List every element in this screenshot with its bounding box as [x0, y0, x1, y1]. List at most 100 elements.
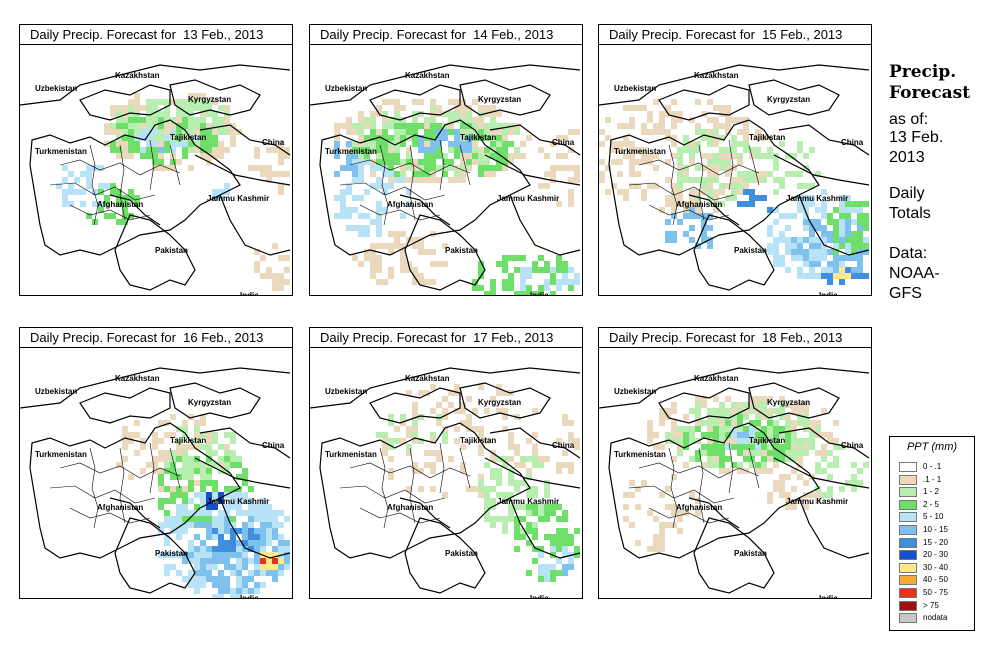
precip-cell: [532, 528, 538, 534]
precip-cell: [791, 432, 797, 438]
precip-cell: [833, 267, 839, 273]
precip-cell: [352, 171, 358, 177]
precip-cell: [188, 123, 194, 129]
precip-cell: [556, 285, 562, 291]
precip-cell: [707, 408, 713, 414]
precip-cell: [815, 249, 821, 255]
precip-cell: [484, 510, 490, 516]
precip-cell: [827, 237, 833, 243]
precip-cell: [767, 414, 773, 420]
precip-cell: [152, 117, 158, 123]
precip-cell: [713, 456, 719, 462]
precip-cell: [194, 129, 200, 135]
precip-cell: [556, 546, 562, 552]
precip-cell: [376, 432, 382, 438]
precip-cell: [809, 444, 815, 450]
precip-cell: [134, 93, 140, 99]
map-label-uzbekistan: Uzbekistan: [325, 84, 367, 93]
precip-cell: [851, 480, 857, 486]
precip-cell: [544, 492, 550, 498]
precip-cell: [460, 171, 466, 177]
precip-cell: [520, 291, 526, 295]
precip-cell: [767, 426, 773, 432]
precip-cell: [707, 213, 713, 219]
precip-cell: [659, 123, 665, 129]
map-label-tajikistan: Tajikistan: [170, 133, 206, 142]
precip-cell: [224, 183, 230, 189]
precip-cell: [508, 492, 514, 498]
precip-cell: [248, 546, 254, 552]
precip-cell: [382, 153, 388, 159]
precip-cell: [472, 135, 478, 141]
precip-cell: [394, 231, 400, 237]
precip-cell: [635, 159, 641, 165]
precip-cell: [182, 462, 188, 468]
precip-cell: [797, 237, 803, 243]
precip-cell: [737, 201, 743, 207]
precip-cell: [701, 183, 707, 189]
precip-cell: [851, 201, 857, 207]
map-label-turkmenistan: Turkmenistan: [325, 450, 377, 459]
precip-cell: [334, 171, 340, 177]
precip-cell: [707, 432, 713, 438]
precip-cell: [152, 468, 158, 474]
precip-cell: [502, 414, 508, 420]
precip-cell: [376, 153, 382, 159]
precip-cell: [200, 444, 206, 450]
precip-cell: [418, 279, 424, 285]
precip-cell: [833, 261, 839, 267]
precip-cell: [773, 426, 779, 432]
precip-cell: [394, 426, 400, 432]
province-border: [459, 447, 471, 489]
precip-cell: [164, 462, 170, 468]
legend-label: 30 - 40: [923, 562, 948, 572]
precip-cell: [737, 153, 743, 159]
precip-cell: [230, 588, 236, 594]
precip-cell: [212, 450, 218, 456]
heading-line-2: Forecast: [889, 83, 971, 103]
precip-cell: [116, 147, 122, 153]
precip-cell: [809, 219, 815, 225]
precip-cell: [376, 261, 382, 267]
precip-cell: [532, 486, 538, 492]
precip-cell: [412, 117, 418, 123]
precip-cell: [376, 213, 382, 219]
precip-cell: [520, 534, 526, 540]
precip-cell: [821, 255, 827, 261]
precip-cell: [749, 195, 755, 201]
precip-cell: [508, 141, 514, 147]
precip-cell: [737, 468, 743, 474]
precip-cell: [779, 237, 785, 243]
precip-cell: [809, 195, 815, 201]
precip-cell: [278, 570, 284, 576]
precip-cell: [623, 141, 629, 147]
precip-cell: [833, 444, 839, 450]
precip-cell: [110, 183, 116, 189]
precip-cell: [851, 243, 857, 249]
precip-cell: [803, 444, 809, 450]
country-border: [608, 422, 820, 559]
precip-cell: [116, 141, 122, 147]
province-border: [169, 144, 181, 186]
precip-cell: [382, 432, 388, 438]
precip-cell: [562, 273, 568, 279]
precip-cell: [146, 123, 152, 129]
precip-cell: [188, 558, 194, 564]
precip-cell: [412, 177, 418, 183]
precip-cell: [128, 195, 134, 201]
precip-cell: [424, 147, 430, 153]
precip-cell: [134, 450, 140, 456]
precip-cell: [254, 267, 260, 273]
precip-cell: [430, 159, 436, 165]
precip-cell: [382, 123, 388, 129]
country-border: [599, 64, 870, 106]
precip-cell: [749, 450, 755, 456]
precip-cell: [526, 510, 532, 516]
precip-cell: [773, 420, 779, 426]
precip-cell: [454, 408, 460, 414]
precip-cell: [719, 426, 725, 432]
precip-cell: [635, 147, 641, 153]
precip-cell: [212, 438, 218, 444]
precip-cell: [568, 564, 574, 570]
precip-cell: [677, 528, 683, 534]
